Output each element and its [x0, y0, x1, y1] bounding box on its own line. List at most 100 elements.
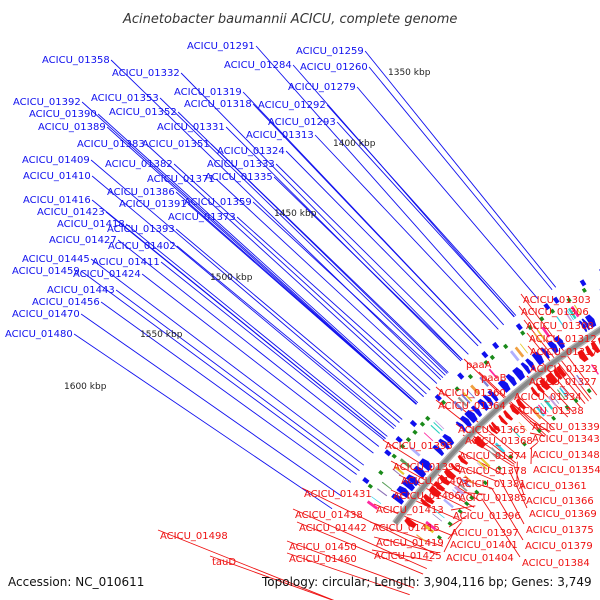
minus-callout-line [382, 439, 480, 502]
plus-gene-label: ACICU_01393 [107, 224, 175, 235]
kbp-tick-label: 1500 kbp [210, 273, 253, 283]
minus-gene-label: ACICU_01339 [532, 422, 600, 433]
plus-gene-label: ACICU_01459 [12, 266, 80, 277]
minus-callout-line [390, 460, 475, 508]
plus-gene-label: ACICU_01313 [246, 130, 314, 141]
minus-callout-line [450, 505, 476, 511]
plus-strand-gene [520, 362, 531, 375]
plus-callout-line [73, 333, 333, 510]
plus-gene-label: ACICU_01391 [119, 199, 187, 210]
plus-callout-line [275, 163, 469, 355]
plus-strand-gene [396, 485, 411, 499]
outer-feature [434, 394, 442, 402]
minus-strand-gene [590, 341, 600, 354]
minus-gene-label: ACICU_01406 [393, 491, 461, 502]
minus-gene-label: ACICU_01312 [529, 334, 597, 345]
minus-function-block [535, 405, 545, 417]
minus-strand-gene [490, 421, 501, 432]
minus-function-block [461, 478, 472, 488]
rna-marker-inner [496, 465, 502, 471]
plus-gene-label: ACICU_01318 [184, 99, 252, 110]
plus-function-block [433, 422, 443, 431]
rna-marker-inner [457, 508, 463, 514]
minus-strand-gene [498, 414, 508, 426]
rna-marker-inner [586, 388, 592, 394]
minus-function-block [518, 421, 527, 432]
plus-gene-label: ACICU_01291 [187, 41, 255, 52]
minus-function-block [540, 402, 549, 413]
plus-gene-label: ACICU_01410 [23, 171, 91, 182]
plus-gene-label: ACICU_01260 [300, 62, 368, 73]
plus-callout-line [90, 159, 400, 423]
rna-marker-outer [549, 308, 556, 314]
outer-feature [384, 449, 392, 457]
plus-callout-line [97, 113, 419, 404]
plus-gene-label: ACICU_01351 [142, 139, 210, 150]
minus-gene-label: ACICU_01348 [532, 450, 600, 461]
plus-callout-line [115, 289, 360, 472]
backbone [393, 327, 600, 525]
kbp-tick-label: 1350 kbp [388, 68, 431, 78]
minus-callout-line [462, 434, 514, 467]
plus-function-block [470, 384, 481, 396]
plus-callout-line [80, 270, 357, 475]
plus-gene-label: ACICU_01409 [22, 155, 90, 166]
plus-gene-label: ACICU_01418 [57, 219, 125, 230]
plus-function-block [556, 316, 565, 327]
plus-gene-label: ACICU_01371 [147, 174, 215, 185]
minus-callout-line [371, 549, 433, 562]
minus-callout-line [443, 531, 455, 553]
minus-gene-label: ACICU_01375 [526, 525, 594, 536]
plus-function-block [457, 396, 468, 407]
minus-gene-label: ACICU_01401 [450, 540, 518, 551]
minus-strand-gene [428, 485, 442, 498]
minus-function-block [480, 457, 491, 468]
plus-callout-line [326, 104, 517, 316]
plus-strand-gene [505, 373, 517, 387]
minus-function-block [434, 510, 445, 519]
genome-summary: Topology: circular; Length: 3,904,116 bp… [261, 575, 592, 589]
minus-strand-gene [577, 349, 589, 363]
minus-callout-line [448, 515, 468, 528]
plus-strand-gene [391, 493, 405, 505]
minus-strand-gene [553, 368, 563, 380]
plus-strand-gene [487, 390, 499, 402]
map-title: Acinetobacter baumannii ACICU, complete … [122, 12, 457, 27]
rna-marker-outer [483, 360, 489, 366]
outer-feature [543, 303, 551, 311]
rna-marker-outer [440, 399, 447, 405]
minus-callout-line [369, 521, 443, 547]
plus-strand-gene [581, 318, 591, 331]
minus-callout-line [499, 478, 525, 525]
rna-marker-outer [399, 443, 406, 449]
minus-gene-label: ACICU_01306 [521, 307, 589, 318]
kbp-tick-label: 1600 kbp [64, 382, 107, 392]
minus-function-block [457, 482, 468, 492]
minus-gene-label: ACICU_01361 [519, 481, 587, 492]
rna-marker-inner [482, 480, 488, 486]
plus-callout-line [180, 72, 463, 360]
plus-function-block [566, 309, 574, 321]
plus-gene-label: ACICU_01445 [22, 254, 90, 265]
plus-gene-label: ACICU_01470 [12, 309, 80, 320]
plus-gene-label: ACICU_01480 [5, 329, 73, 340]
plus-function-block [435, 420, 445, 430]
plus-gene-label: ACICU_01416 [23, 195, 91, 206]
kbp-tick-label: 1400 kbp [333, 139, 376, 149]
outer-feature [579, 279, 587, 287]
minus-strand-gene [539, 378, 551, 391]
minus-gene-label: ACICU_01415 [372, 523, 440, 534]
rna-marker-inner [536, 428, 542, 434]
minus-callout-line [463, 358, 545, 438]
minus-callout-line [529, 442, 539, 450]
plus-strand-gene [512, 366, 526, 381]
rna-marker-inner [447, 521, 453, 527]
minus-function-block [551, 394, 560, 404]
minus-callout-line [456, 464, 498, 483]
plus-callout-line [187, 203, 417, 405]
rna-marker-inner [474, 489, 480, 495]
minus-gene-label: ACICU_01343 [532, 434, 600, 445]
plus-callout-line [159, 97, 446, 376]
minus-callout-line [508, 469, 528, 509]
minus-function-block [425, 520, 437, 531]
